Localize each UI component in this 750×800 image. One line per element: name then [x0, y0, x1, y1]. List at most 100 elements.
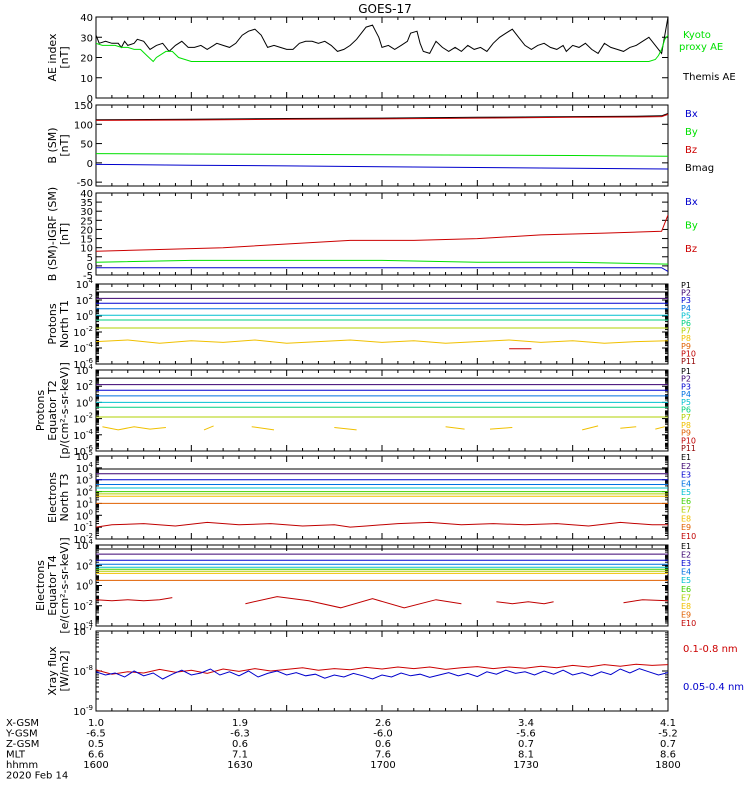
- legend-entry: E6: [681, 585, 691, 594]
- legend-entry: P2: [681, 375, 691, 384]
- legend-entry: E3: [681, 559, 691, 568]
- y-tick-label: 35: [80, 198, 93, 209]
- footer-row-label: X-GSM: [6, 718, 39, 729]
- footer-value: 0.7: [518, 739, 534, 750]
- y-tick-label: 100: [74, 120, 93, 131]
- footer-value: 1.0: [88, 718, 104, 729]
- y-axis-label: Protons: [46, 303, 59, 344]
- footer-value: -6.3: [230, 729, 250, 740]
- legend-entry: E8: [681, 514, 691, 523]
- y-axis-label: [nT]: [58, 223, 71, 245]
- series-bx: [96, 163, 668, 170]
- y-tick-label: 102: [76, 379, 93, 393]
- legend-entry: E5: [681, 576, 691, 585]
- legend-entry: E7: [681, 506, 691, 515]
- y-axis-label: [e/(cm²-s-sr-keV)]: [58, 537, 71, 633]
- series-bz: [96, 214, 668, 252]
- y-tick-label: 0: [87, 159, 93, 170]
- y-axis-label: North T1: [58, 300, 71, 348]
- panel-frame: [95, 544, 669, 627]
- y-tick-label: 10-2: [73, 412, 93, 426]
- y-tick-label: 20: [80, 54, 93, 65]
- y-tick-label: 10-4: [73, 428, 93, 442]
- series-by: [96, 259, 668, 265]
- footer-row-label: hhmm: [6, 760, 38, 771]
- legend-entry: E4: [681, 479, 691, 488]
- legend-entry: P10: [681, 436, 696, 445]
- legend-entry: P9: [681, 342, 691, 351]
- series-bz: [96, 113, 668, 121]
- footer-value: 3.4: [518, 718, 534, 729]
- y-tick-label: 30: [80, 33, 93, 44]
- legend-entry: E7: [681, 593, 691, 602]
- footer-value: 1800: [655, 760, 680, 771]
- series-p8i: [655, 426, 665, 430]
- footer-row-label: Z-GSM: [6, 739, 39, 750]
- legend-entry: E9: [681, 610, 691, 619]
- y-tick-label: 104: [76, 363, 94, 377]
- y-tick-label: 104: [76, 538, 94, 552]
- footer-value: 2.6: [375, 718, 391, 729]
- y-tick-label: 5: [87, 253, 93, 264]
- footer-value: -6.0: [373, 729, 393, 740]
- y-axis-label: [p/(cm²-s-sr-keV)]: [58, 362, 71, 459]
- series-e10a: [96, 597, 173, 602]
- series-themis-ae: [96, 17, 668, 55]
- y-tick-label: 10-8: [73, 664, 93, 678]
- legend-entry: P4: [681, 304, 691, 313]
- y-tick-label: 40: [80, 13, 93, 24]
- legend-entry: Kyoto: [683, 30, 711, 41]
- series-0-1-0-8-nm: [96, 663, 668, 675]
- panel-frame: [95, 283, 669, 365]
- legend-entry: E1: [681, 453, 691, 462]
- legend-entry: P11: [681, 357, 696, 366]
- panel-frame: [95, 16, 669, 99]
- y-axis-label: [nT]: [58, 46, 71, 68]
- footer-value: -5.6: [516, 729, 536, 740]
- y-tick-label: 0: [87, 262, 93, 273]
- legend-entry: P11: [681, 444, 696, 453]
- legend-entry: E10: [681, 619, 696, 628]
- y-axis-label: B (SM): [46, 127, 59, 163]
- y-tick-label: -50: [77, 178, 93, 189]
- y-tick-label: 10-7: [73, 624, 93, 638]
- footer-value: 1730: [513, 760, 538, 771]
- legend-entry: P1: [681, 281, 691, 290]
- legend-entry: 0.05-0.4 nm: [683, 682, 744, 693]
- series-kyoto-proxy-ae: [96, 34, 668, 63]
- panel-frame: [95, 369, 669, 452]
- legend-entry: P1: [681, 367, 691, 376]
- footer-value: 8.1: [518, 750, 534, 761]
- footer-value: 0.7: [660, 739, 676, 750]
- legend-entry: 0.1-0.8 nm: [683, 644, 738, 655]
- legend-entry: P7: [681, 327, 691, 336]
- series-p8e: [445, 426, 465, 430]
- legend-entry: P5: [681, 398, 691, 407]
- legend: Bx By Bz: [685, 197, 698, 255]
- legend: Bx By Bz Bmag: [685, 109, 714, 174]
- footer-value: 0.6: [375, 739, 391, 750]
- legend-entry: P3: [681, 296, 691, 305]
- legend-entry: By: [685, 127, 698, 138]
- series-p8f: [489, 427, 513, 430]
- series-e10c: [496, 601, 554, 605]
- y-tick-label: 100: [76, 309, 93, 323]
- panel-xray: 10-9 10-8 10-7 Xray flux [W/m2] 0.1-0.8 nm 0.0…: [46, 624, 744, 718]
- y-tick-label: 10-2: [73, 325, 93, 339]
- series-p8: [96, 339, 668, 344]
- legend-entry: P5: [681, 311, 691, 320]
- series-p8g: [582, 425, 599, 431]
- y-axis-label: Xray flux: [46, 646, 59, 696]
- footer-value: 1600: [83, 760, 108, 771]
- y-axis-label: AE index: [46, 33, 59, 82]
- series-0-05-0-4-nm: [96, 668, 668, 680]
- y-axis-label: Equator T4: [46, 555, 59, 615]
- date-label: 2020 Feb 14: [6, 771, 68, 782]
- y-axis-label: [nT]: [58, 134, 71, 156]
